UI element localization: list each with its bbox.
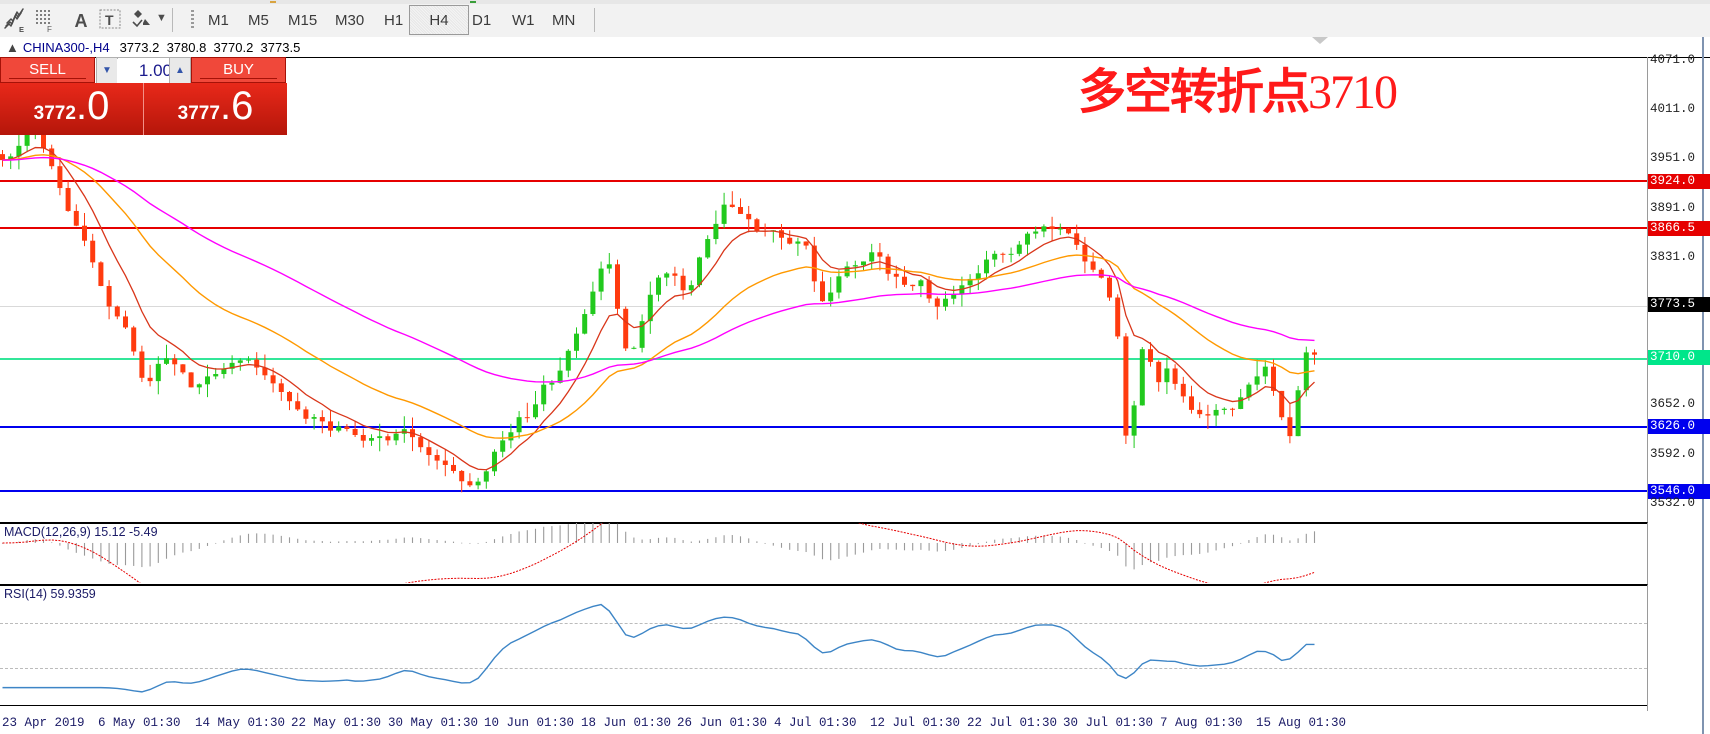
svg-text:T: T [105,12,114,28]
svg-text:F: F [47,25,52,34]
svg-text:E: E [19,25,24,34]
